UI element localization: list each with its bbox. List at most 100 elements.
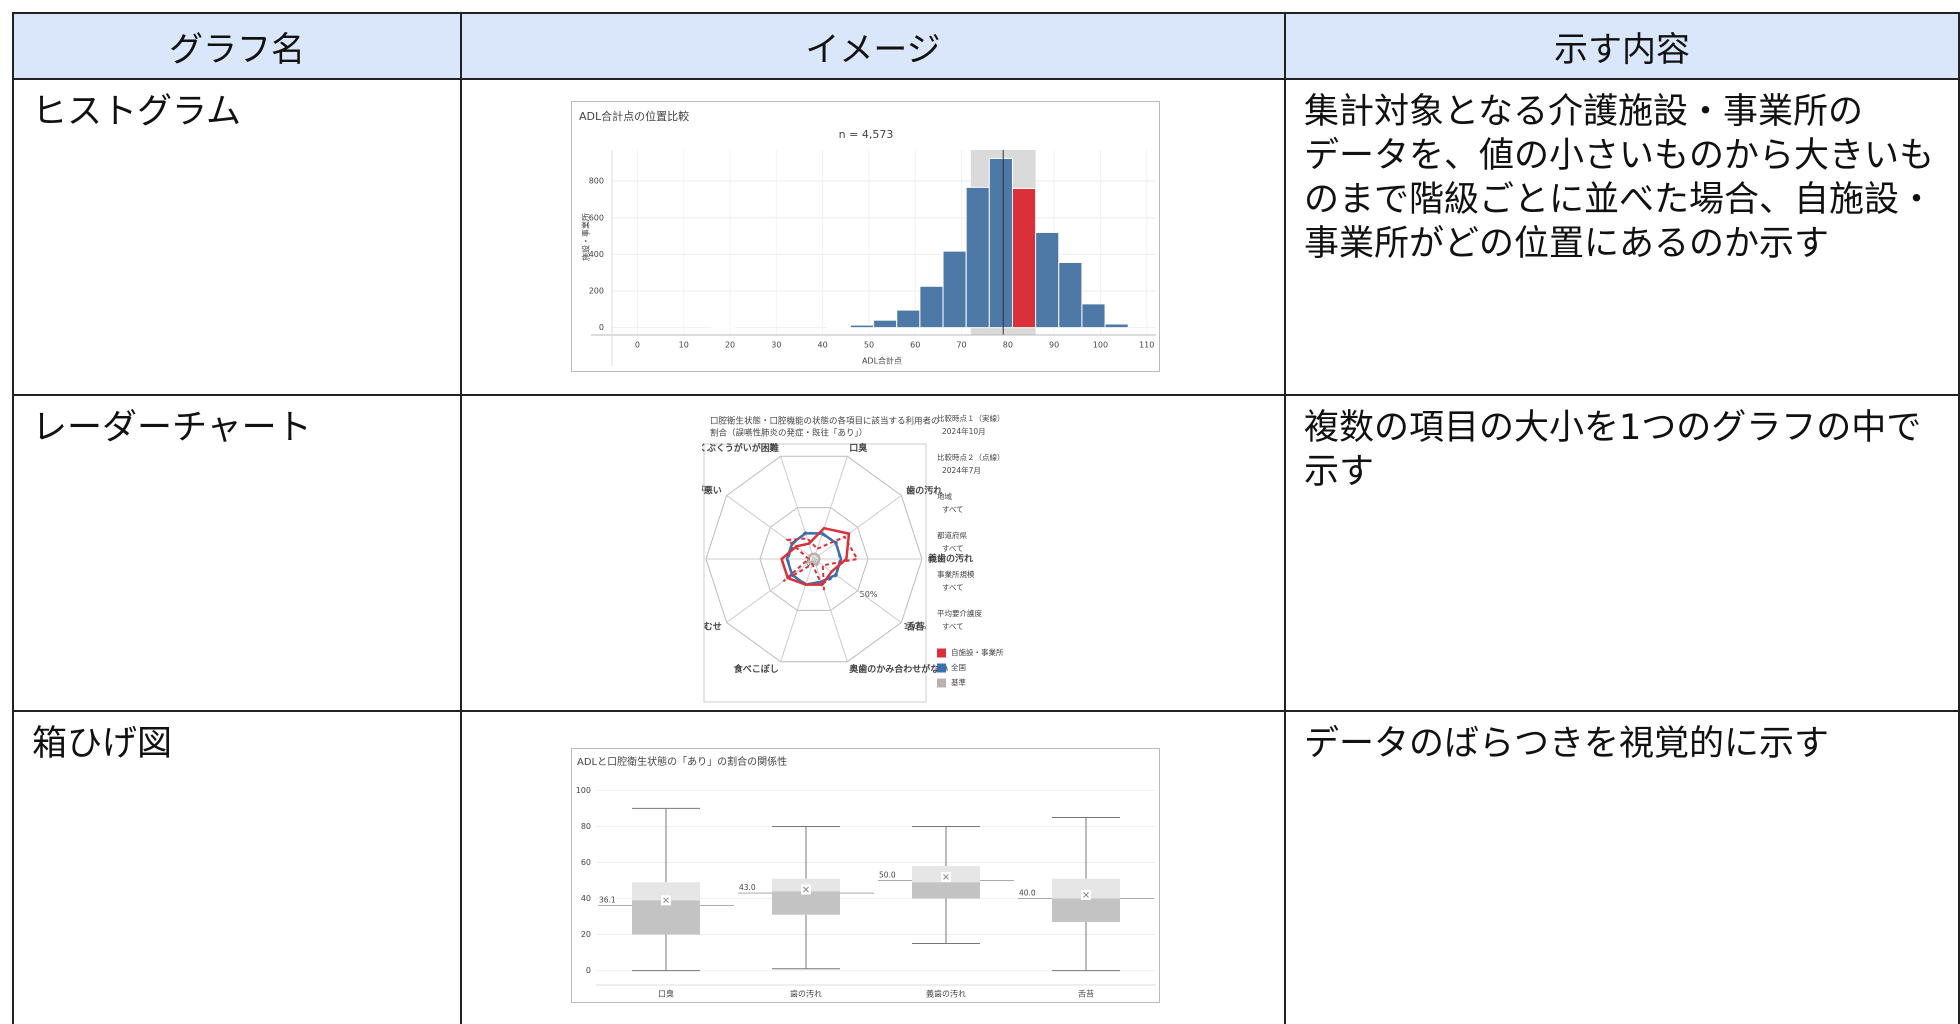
mean-cross — [663, 897, 669, 904]
x-tick-label: 90 — [1049, 341, 1059, 350]
chart-image: ADLと口腔衛生状態の「あり」の割合の関係性 0 20 40 60 80 100 36.1 口臭… — [571, 748, 1160, 1003]
bar — [1011, 187, 1037, 329]
category-label: 食べこぼし — [733, 663, 779, 675]
header-cell: グラフ名 — [12, 12, 460, 78]
category-label: 舌苔 — [906, 621, 924, 633]
spoke — [780, 456, 815, 560]
box-upper — [1052, 878, 1120, 899]
description-line: 事業所がどの位置にあるのか示す — [1304, 224, 1830, 264]
filter-label: 平均要介護度 — [937, 608, 982, 618]
spoke — [813, 495, 902, 560]
spoke — [726, 495, 815, 560]
name-cell: レーダーチャート — [12, 394, 460, 710]
mean-marker — [801, 884, 811, 895]
radar-series — [780, 526, 851, 586]
filter-value: 2024年7月 — [942, 465, 981, 475]
filter-value: すべて — [942, 622, 964, 631]
category-label: ぶくぶくうがいが困難 — [702, 442, 779, 454]
reference-label: 50.0 — [879, 871, 896, 880]
box-lower — [1052, 898, 1120, 922]
name-cell: 箱ひげ図 — [12, 710, 460, 1024]
bar — [873, 319, 898, 329]
bar — [826, 326, 851, 329]
mean-marker — [661, 895, 671, 906]
x-tick-label: 歯の汚れ — [790, 989, 822, 999]
frame — [571, 748, 1160, 1003]
bar — [1058, 261, 1083, 329]
box-lower — [632, 900, 700, 935]
bar — [849, 324, 875, 329]
y-tick-label: 0 — [586, 966, 591, 975]
row-name: レーダーチャート — [32, 408, 312, 448]
box-lower — [772, 891, 840, 915]
header-cell: 示す内容 — [1284, 12, 1960, 78]
y-tick-label: 40 — [581, 894, 591, 903]
category-label: 奥歯のかみ合わせがない — [848, 663, 948, 675]
x-tick-label: 40 — [818, 341, 828, 350]
filter-label: 都道府県 — [937, 530, 967, 540]
y-tick-label: 20 — [581, 930, 591, 939]
frame — [571, 101, 1160, 372]
y-tick-label: 600 — [589, 213, 604, 222]
y-tick-label: 200 — [589, 287, 604, 296]
bar — [965, 186, 990, 329]
image-cell — [460, 394, 1284, 710]
category-label: 義歯の汚れ — [928, 553, 973, 565]
r-tick-label: 50% — [860, 590, 878, 599]
legend-label: 自施設・事業所 — [951, 647, 1004, 657]
name-cell: ヒストグラム — [12, 78, 460, 394]
reference-label: 36.1 — [599, 896, 616, 905]
y-tick-label: 100 — [576, 786, 591, 795]
row-name: 箱ひげ図 — [32, 724, 173, 764]
chart-title: ADLと口腔衛生状態の「あり」の割合の関係性 — [577, 755, 787, 768]
description-cell: データのばらつきを視覚的に示す — [1284, 710, 1960, 1024]
x-tick-label: 50 — [864, 341, 874, 350]
x-tick-label: 100 — [1093, 341, 1108, 350]
y-tick-label: 80 — [581, 822, 591, 831]
bar — [942, 250, 967, 329]
x-tick-label: 0 — [635, 341, 640, 350]
box-upper — [632, 882, 700, 901]
chart-image: ADL合計点の位置比較 n = 4,573 0 200 400 600 800 0 10 20 30… — [571, 101, 1160, 372]
chart-title: ADL合計点の位置比較 — [579, 109, 689, 123]
filter-value: 2024年10月 — [942, 426, 986, 436]
category-label: 歯の汚れ — [906, 484, 942, 496]
chart-subtitle: n = 4,573 — [839, 128, 894, 141]
reference-label: 40.0 — [1019, 889, 1036, 898]
image-cell — [460, 710, 1284, 1024]
filter-label: 比較時点２（点線） — [937, 452, 1005, 462]
reference-label: 43.0 — [739, 883, 756, 892]
bar — [1035, 231, 1060, 329]
legend-swatch — [937, 678, 946, 688]
y-axis-label: 施設・事業所 — [581, 213, 591, 261]
x-tick-label: 80 — [1003, 341, 1013, 350]
legend-label: 基準 — [951, 677, 966, 687]
legend-label: 全国 — [951, 662, 966, 672]
chart-image: 口腔衛生状態・口腔機能の状態の各項目に該当する利用者の割合（誤嚥性肺炎の発症・既… — [702, 410, 1012, 706]
description-cell: 集計対象となる介護施設・事業所の データを、値の小さいものから大きいも のまで階級ご… — [1284, 78, 1960, 394]
description-line: 示す — [1304, 452, 1375, 492]
r-tick-label: 100% — [903, 622, 926, 631]
category-label: むせ — [704, 622, 722, 633]
image-cell — [460, 78, 1284, 394]
bar — [1081, 303, 1106, 329]
bar — [919, 285, 944, 329]
spoke — [813, 558, 902, 623]
x-tick-label: 20 — [725, 341, 735, 350]
description-line: データのばらつきを視覚的に示す — [1304, 724, 1830, 764]
description-line: のまで階級ごとに並べた場合、自施設・ — [1304, 180, 1935, 220]
x-tick-label: 110 — [1139, 341, 1154, 350]
filter-label: 事業所規模 — [937, 569, 975, 579]
row-name: ヒストグラム — [32, 92, 241, 132]
filter-label: 比較時点１（実線） — [937, 413, 1005, 423]
x-axis-label: ADL合計点 — [862, 356, 902, 366]
spoke — [726, 558, 815, 623]
grid-ring — [705, 455, 923, 663]
y-tick-label: 0 — [599, 323, 604, 332]
spoke — [780, 558, 815, 662]
y-tick-label: 400 — [589, 250, 604, 259]
description-line: 複数の項目の大小を1つのグラフの中で — [1304, 408, 1922, 448]
description-cell: 複数の項目の大小を1つのグラフの中で 示す — [1284, 394, 1960, 710]
chart-title: 口腔衛生状態・口腔機能の状態の各項目に該当する利用者の — [710, 416, 940, 427]
